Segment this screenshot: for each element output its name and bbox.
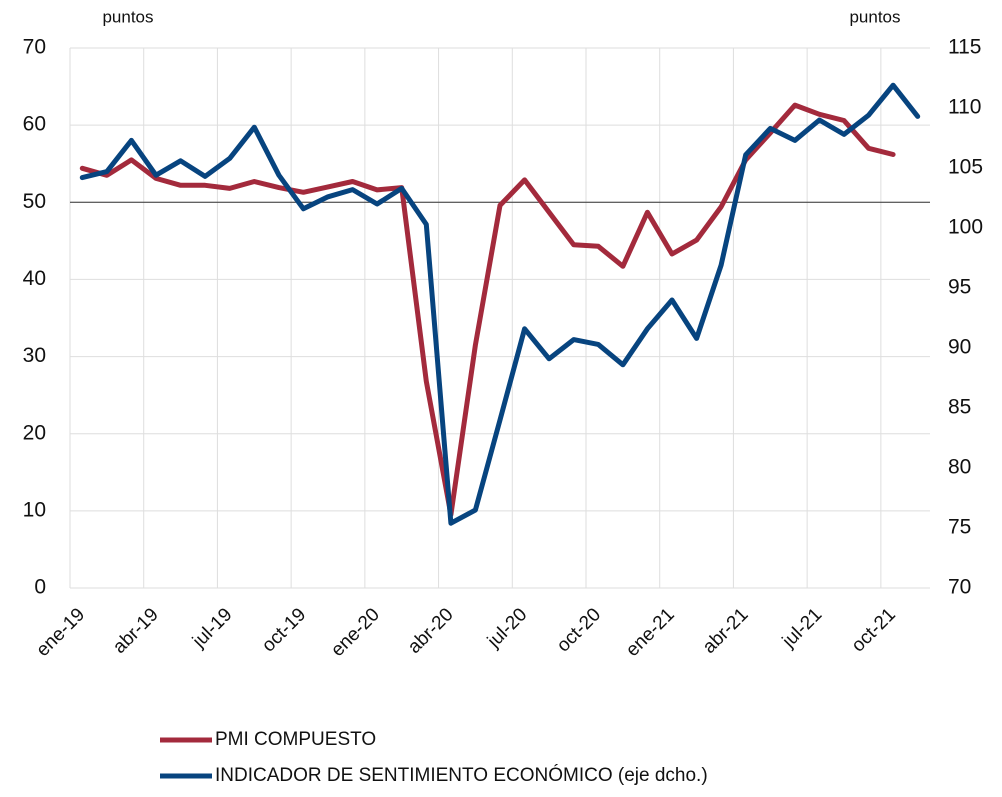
y-tick-label: 50 [23,190,46,213]
x-tick-label: abr-19 [109,604,163,658]
y-tick-label: 40 [23,267,46,290]
series-line [79,102,896,518]
x-tick-label: oct-19 [258,604,310,656]
legend-label: PMI COMPUESTO [215,729,376,750]
x-tick-label: oct-20 [553,604,605,656]
x-tick-label: jul-19 [188,604,236,652]
x-tick-label: ene-21 [622,604,679,661]
x-tick-label: jul-20 [483,604,531,652]
y-tick-label: 10 [23,498,46,521]
x-tick-label: ene-20 [327,604,384,661]
x-tick-label: abr-20 [404,604,458,658]
x-tick-label: oct-21 [848,604,900,656]
x-tick-label: abr-21 [699,604,753,658]
series-line [79,82,921,526]
y-tick-label: 0 [34,576,46,599]
y-unit: puntos [102,7,153,26]
y2-tick-label: 70 [948,576,971,599]
y2-tick-label: 85 [948,396,971,419]
y2-tick-label: 75 [948,516,971,539]
grid [69,47,930,589]
y2-tick-label: 100 [948,216,983,239]
x-tick-label: jul-21 [778,604,826,652]
y2-tick-label: 110 [948,96,981,119]
y2-tick-label: 80 [948,456,971,479]
y2-tick-label: 115 [948,36,981,59]
plot [79,82,921,526]
y2-tick-label: 105 [948,156,983,179]
x-tick-label: ene-19 [32,604,89,661]
y-tick-label: 70 [23,36,46,59]
y-tick-label: 30 [23,344,46,367]
y-tick-label: 20 [23,421,46,444]
y2-tick-label: 95 [948,276,971,299]
legend-label: INDICADOR DE SENTIMIENTO ECONÓMICO (eje … [215,764,708,786]
y-tick-label: 60 [23,113,46,136]
y2-unit: puntos [849,7,900,26]
y2-tick-label: 90 [948,336,971,359]
